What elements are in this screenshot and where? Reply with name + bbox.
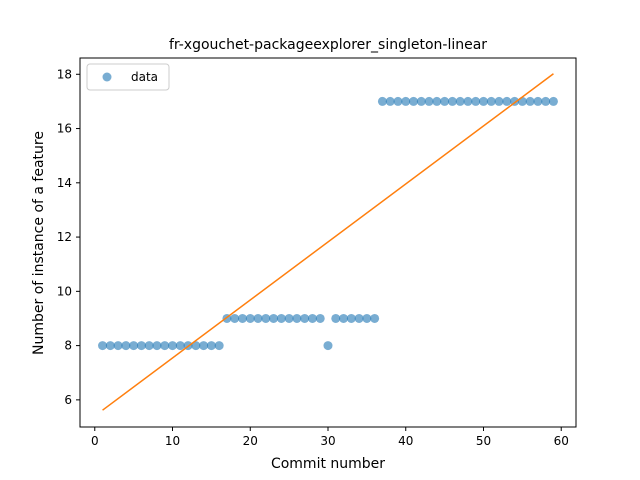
y-tick-label: 10 <box>57 284 72 298</box>
data-point <box>175 341 185 351</box>
data-point <box>548 96 558 106</box>
y-tick-label: 16 <box>57 122 72 136</box>
data-point <box>144 341 154 351</box>
x-tick-label: 30 <box>320 434 335 448</box>
legend: data <box>86 63 170 91</box>
data-point <box>517 96 527 106</box>
fit-line <box>102 73 554 411</box>
data-point <box>432 96 442 106</box>
x-tick-label: 20 <box>243 434 258 448</box>
data-point <box>471 96 481 106</box>
legend-box <box>86 63 170 91</box>
data-point <box>331 313 341 323</box>
data-point <box>541 96 551 106</box>
data-point <box>129 341 139 351</box>
data-point <box>199 341 209 351</box>
legend-label-data: data <box>131 70 158 84</box>
data-point <box>315 313 325 323</box>
data-point <box>346 313 356 323</box>
x-tick-label: 50 <box>476 434 491 448</box>
data-point <box>307 313 317 323</box>
data-point <box>121 341 131 351</box>
data-point <box>261 313 271 323</box>
data-point <box>136 341 146 351</box>
data-point <box>237 313 247 323</box>
data-point <box>245 313 255 323</box>
y-tick-label: 8 <box>64 339 72 353</box>
data-point <box>455 96 465 106</box>
data-point <box>206 341 216 351</box>
data-point <box>253 313 263 323</box>
y-tick-label: 14 <box>57 176 72 190</box>
data-point <box>98 341 108 351</box>
data-point <box>362 313 372 323</box>
data-point <box>401 96 411 106</box>
data-point <box>478 96 488 106</box>
data-point <box>354 313 364 323</box>
data-point <box>214 341 224 351</box>
y-axis: 6 8 10 12 14 16 18 <box>57 67 80 407</box>
x-axis-label: Commit number <box>271 456 385 472</box>
y-tick-label: 12 <box>57 230 72 244</box>
data-point <box>533 96 543 106</box>
data-point <box>300 313 310 323</box>
plot-area <box>98 73 558 411</box>
data-point <box>502 96 512 106</box>
data-point <box>292 313 302 323</box>
data-point <box>370 313 380 323</box>
legend-marker <box>102 72 112 82</box>
data-point <box>269 313 279 323</box>
data-point <box>416 96 426 106</box>
data-point <box>230 313 240 323</box>
data-point <box>105 341 115 351</box>
x-tick-label: 60 <box>554 434 569 448</box>
data-point <box>339 313 349 323</box>
data-point <box>486 96 496 106</box>
data-point <box>377 96 387 106</box>
data-point <box>323 341 333 351</box>
data-point <box>152 341 162 351</box>
data-point <box>168 341 178 351</box>
y-tick-label: 6 <box>64 393 72 407</box>
data-point <box>191 341 201 351</box>
data-point <box>276 313 286 323</box>
data-point <box>393 96 403 106</box>
x-tick-label: 40 <box>398 434 413 448</box>
data-point <box>160 341 170 351</box>
data-point <box>463 96 473 106</box>
data-point <box>424 96 434 106</box>
data-point <box>440 96 450 106</box>
y-axis-label: Number of instance of a feature <box>31 131 47 355</box>
x-axis: 0 10 20 30 40 50 60 <box>91 427 569 448</box>
data-point <box>525 96 535 106</box>
data-point <box>284 313 294 323</box>
y-tick-label: 18 <box>57 67 72 81</box>
x-tick-label: 10 <box>165 434 180 448</box>
data-point <box>409 96 419 106</box>
x-tick-label: 0 <box>91 434 99 448</box>
data-point <box>447 96 457 106</box>
chart-title: fr-xgouchet-packageexplorer_singleton-li… <box>169 37 487 53</box>
data-point <box>113 341 123 351</box>
data-point <box>494 96 504 106</box>
data-point <box>385 96 395 106</box>
